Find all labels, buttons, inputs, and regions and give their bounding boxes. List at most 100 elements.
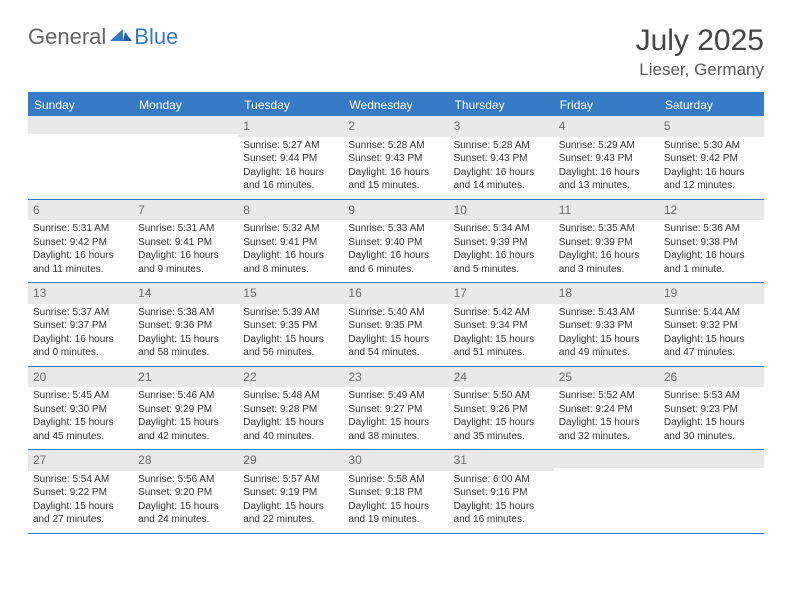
day-info: Sunrise: 5:57 AMSunset: 9:19 PMDaylight:… xyxy=(243,473,338,527)
day-cell: 28 Sunrise: 5:56 AMSunset: 9:20 PMDayligh… xyxy=(133,450,238,533)
day-info: Sunrise: 5:58 AMSunset: 9:18 PMDaylight:… xyxy=(348,473,443,527)
day-number: 20 xyxy=(33,370,46,384)
day-number: 27 xyxy=(33,453,46,467)
day-number: 18 xyxy=(559,286,572,300)
day-cell: 14 Sunrise: 5:38 AMSunset: 9:36 PMDayligh… xyxy=(133,283,238,366)
dow-cell: Saturday xyxy=(659,94,764,116)
day-info: Sunrise: 5:50 AMSunset: 9:26 PMDaylight:… xyxy=(454,389,549,443)
day-cell: 2 Sunrise: 5:28 AMSunset: 9:43 PMDaylight… xyxy=(343,116,448,199)
day-number: 24 xyxy=(454,370,467,384)
day-cell: 16 Sunrise: 5:40 AMSunset: 9:35 PMDayligh… xyxy=(343,283,448,366)
week-row: 13Sunrise: 5:37 AMSunset: 9:37 PMDayligh… xyxy=(28,283,764,367)
title-block: July 2025 Lieser, Germany xyxy=(636,24,764,80)
day-cell: 20 Sunrise: 5:45 AMSunset: 9:30 PMDayligh… xyxy=(28,367,133,450)
month-title: July 2025 xyxy=(636,24,764,58)
day-cell: 30 Sunrise: 5:58 AMSunset: 9:18 PMDayligh… xyxy=(343,450,448,533)
logo: General Blue xyxy=(28,24,178,50)
day-info: Sunrise: 5:35 AMSunset: 9:39 PMDaylight:… xyxy=(559,222,654,276)
day-cell: 24 Sunrise: 5:50 AMSunset: 9:26 PMDayligh… xyxy=(449,367,554,450)
day-cell: 22 Sunrise: 5:48 AMSunset: 9:28 PMDayligh… xyxy=(238,367,343,450)
day-cell: 3Sunrise: 5:28 AMSunset: 9:43 PMDaylight… xyxy=(449,116,554,199)
day-number: 11 xyxy=(559,203,571,217)
day-info: Sunrise: 5:36 AMSunset: 9:38 PMDaylight:… xyxy=(664,222,759,276)
day-number: 14 xyxy=(138,286,151,300)
day-info: Sunrise: 5:46 AMSunset: 9:29 PMDaylight:… xyxy=(138,389,233,443)
day-number: 3 xyxy=(454,119,461,133)
day-cell: 19 Sunrise: 5:44 AMSunset: 9:32 PMDayligh… xyxy=(659,283,764,366)
day-cell xyxy=(554,450,659,533)
week-row: 1Sunrise: 5:27 AMSunset: 9:44 PMDaylight… xyxy=(28,116,764,200)
day-cell: 8 Sunrise: 5:32 AMSunset: 9:41 PMDaylight… xyxy=(238,200,343,283)
day-info: Sunrise: 5:32 AMSunset: 9:41 PMDaylight:… xyxy=(243,222,338,276)
week-row: 27Sunrise: 5:54 AMSunset: 9:22 PMDayligh… xyxy=(28,450,764,534)
calendar: SundayMondayTuesdayWednesdayThursdayFrid… xyxy=(28,92,764,534)
day-number: 28 xyxy=(138,453,151,467)
day-cell: 18 Sunrise: 5:43 AMSunset: 9:33 PMDayligh… xyxy=(554,283,659,366)
day-number: 6 xyxy=(33,203,40,217)
day-info: Sunrise: 5:34 AMSunset: 9:39 PMDaylight:… xyxy=(454,222,549,276)
day-number: 5 xyxy=(664,119,671,133)
day-number: 9 xyxy=(348,203,355,217)
day-number: 8 xyxy=(243,203,250,217)
day-number: 19 xyxy=(664,286,677,300)
day-info: Sunrise: 5:31 AMSunset: 9:42 PMDaylight:… xyxy=(33,222,128,276)
day-cell: 29 Sunrise: 5:57 AMSunset: 9:19 PMDayligh… xyxy=(238,450,343,533)
day-info: Sunrise: 5:53 AMSunset: 9:23 PMDaylight:… xyxy=(664,389,759,443)
day-info: Sunrise: 5:39 AMSunset: 9:35 PMDaylight:… xyxy=(243,306,338,360)
day-info: Sunrise: 5:42 AMSunset: 9:34 PMDaylight:… xyxy=(454,306,549,360)
day-number: 1 xyxy=(243,119,250,133)
logo-mark-icon xyxy=(110,26,132,49)
day-cell: 5Sunrise: 5:30 AMSunset: 9:42 PMDaylight… xyxy=(659,116,764,199)
day-cell: 15Sunrise: 5:39 AMSunset: 9:35 PMDayligh… xyxy=(238,283,343,366)
day-cell: 13Sunrise: 5:37 AMSunset: 9:37 PMDayligh… xyxy=(28,283,133,366)
day-number: 17 xyxy=(454,286,467,300)
day-cell xyxy=(659,450,764,533)
day-number: 31 xyxy=(454,453,467,467)
day-cell: 25 Sunrise: 5:52 AMSunset: 9:24 PMDayligh… xyxy=(554,367,659,450)
day-number: 25 xyxy=(559,370,572,384)
header: General Blue July 2025 Lieser, Germany xyxy=(28,24,764,80)
logo-text-blue: Blue xyxy=(134,24,178,50)
day-number: 12 xyxy=(664,203,677,217)
day-info: Sunrise: 5:45 AMSunset: 9:30 PMDaylight:… xyxy=(33,389,128,443)
day-cell: 11 Sunrise: 5:35 AMSunset: 9:39 PMDayligh… xyxy=(554,200,659,283)
dow-cell: Wednesday xyxy=(343,94,448,116)
day-info: Sunrise: 5:38 AMSunset: 9:36 PMDaylight:… xyxy=(138,306,233,360)
day-info: Sunrise: 5:29 AMSunset: 9:43 PMDaylight:… xyxy=(559,139,654,193)
day-number: 22 xyxy=(243,370,256,384)
dow-cell: Sunday xyxy=(28,94,133,116)
day-info: Sunrise: 5:44 AMSunset: 9:32 PMDaylight:… xyxy=(664,306,759,360)
week-row: 6 Sunrise: 5:31 AMSunset: 9:42 PMDaylight… xyxy=(28,200,764,284)
dow-cell: Monday xyxy=(133,94,238,116)
day-info: Sunrise: 6:00 AMSunset: 9:16 PMDaylight:… xyxy=(454,473,549,527)
day-cell: 1Sunrise: 5:27 AMSunset: 9:44 PMDaylight… xyxy=(238,116,343,199)
location: Lieser, Germany xyxy=(636,60,764,80)
day-cell: 6 Sunrise: 5:31 AMSunset: 9:42 PMDaylight… xyxy=(28,200,133,283)
day-number: 10 xyxy=(454,203,467,217)
day-cell: 12 Sunrise: 5:36 AMSunset: 9:38 PMDayligh… xyxy=(659,200,764,283)
day-info: Sunrise: 5:56 AMSunset: 9:20 PMDaylight:… xyxy=(138,473,233,527)
day-cell: 17 Sunrise: 5:42 AMSunset: 9:34 PMDayligh… xyxy=(449,283,554,366)
day-number: 7 xyxy=(138,203,145,217)
day-number: 13 xyxy=(33,286,46,300)
day-info: Sunrise: 5:52 AMSunset: 9:24 PMDaylight:… xyxy=(559,389,654,443)
day-number: 2 xyxy=(348,119,355,133)
day-info: Sunrise: 5:43 AMSunset: 9:33 PMDaylight:… xyxy=(559,306,654,360)
day-cell xyxy=(28,116,133,199)
dow-cell: Friday xyxy=(554,94,659,116)
day-number: 21 xyxy=(138,370,151,384)
day-number: 4 xyxy=(559,119,566,133)
day-number: 16 xyxy=(348,286,361,300)
day-number: 30 xyxy=(348,453,361,467)
day-cell: 31 Sunrise: 6:00 AMSunset: 9:16 PMDayligh… xyxy=(449,450,554,533)
day-cell: 4 Sunrise: 5:29 AMSunset: 9:43 PMDaylight… xyxy=(554,116,659,199)
day-number: 29 xyxy=(243,453,256,467)
day-info: Sunrise: 5:28 AMSunset: 9:43 PMDaylight:… xyxy=(348,139,443,193)
day-info: Sunrise: 5:48 AMSunset: 9:28 PMDaylight:… xyxy=(243,389,338,443)
day-cell: 23Sunrise: 5:49 AMSunset: 9:27 PMDayligh… xyxy=(343,367,448,450)
day-cell: 21 Sunrise: 5:46 AMSunset: 9:29 PMDayligh… xyxy=(133,367,238,450)
day-info: Sunrise: 5:40 AMSunset: 9:35 PMDaylight:… xyxy=(348,306,443,360)
day-info: Sunrise: 5:33 AMSunset: 9:40 PMDaylight:… xyxy=(348,222,443,276)
dow-cell: Thursday xyxy=(449,94,554,116)
day-info: Sunrise: 5:49 AMSunset: 9:27 PMDaylight:… xyxy=(348,389,443,443)
